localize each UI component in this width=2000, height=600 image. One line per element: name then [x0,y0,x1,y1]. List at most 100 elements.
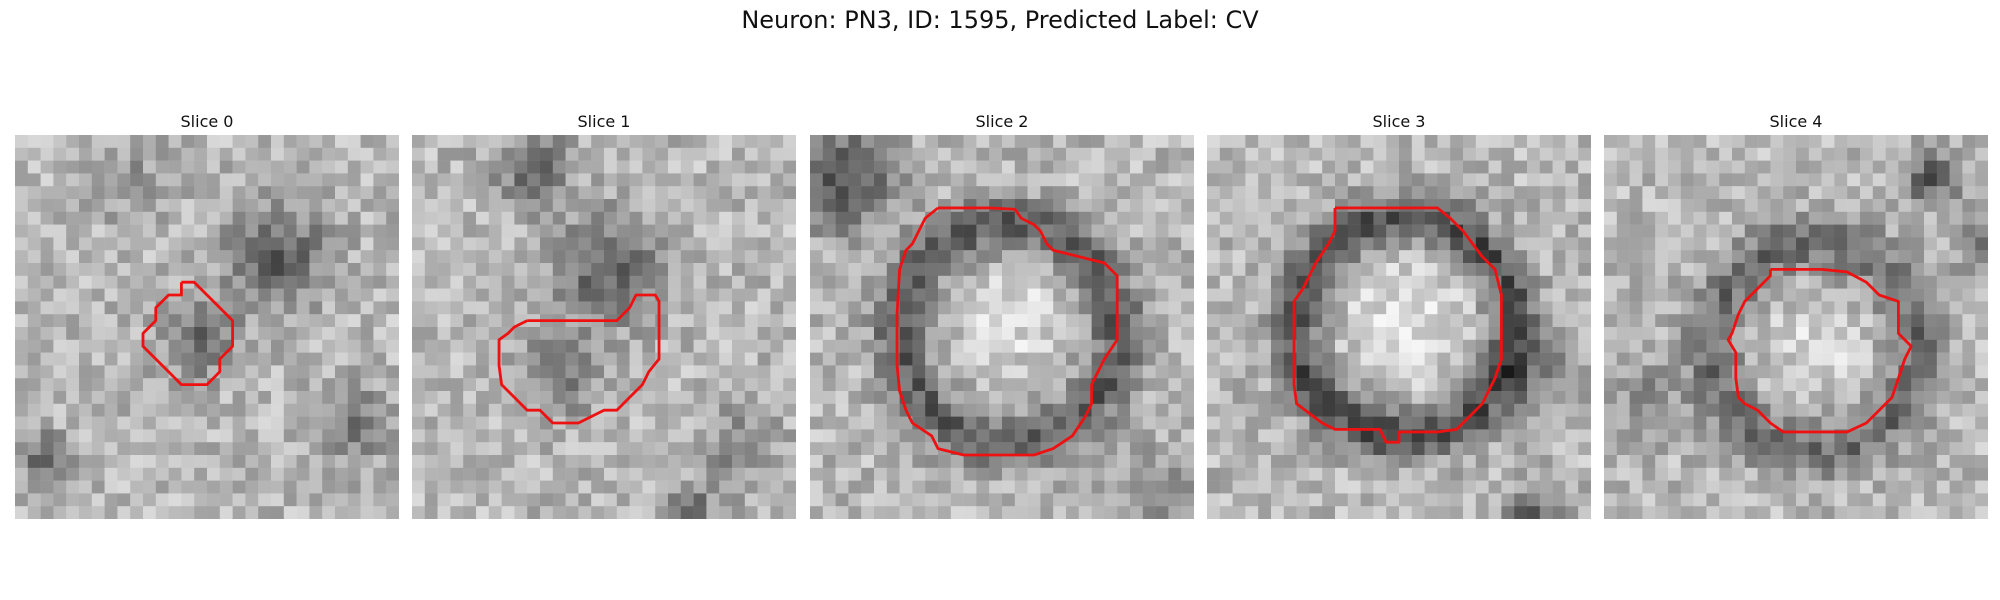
image-pixel [719,480,733,494]
image-pixel [347,211,361,225]
image-pixel [912,135,926,149]
image-pixel [1642,391,1656,405]
image-pixel [1027,467,1041,481]
image-pixel [27,365,41,379]
image-pixel [1104,442,1118,456]
image-pixel [1565,416,1579,430]
image-pixel [437,352,451,366]
image-pixel [1834,467,1848,481]
image-pixel [143,506,157,519]
image-pixel [1821,211,1835,225]
image-pixel [1475,506,1489,519]
image-pixel [861,442,875,456]
image-pixel [117,391,131,405]
image-pixel [1347,467,1361,481]
image-pixel [1437,352,1451,366]
image-pixel [1501,480,1515,494]
image-pixel [604,250,618,264]
image-pixel [565,147,579,161]
image-pixel [40,237,54,251]
image-pixel [258,224,272,238]
image-pixel [578,301,592,315]
image-pixel [219,173,233,187]
image-pixel [1245,135,1259,149]
image-pixel [1821,391,1835,405]
image-pixel [1488,493,1502,507]
slice-image-0 [15,135,399,519]
image-pixel [1629,211,1643,225]
image-pixel [1719,211,1733,225]
image-pixel [1808,467,1822,481]
image-pixel [1322,378,1336,392]
image-pixel [245,135,259,149]
image-pixel [1527,467,1541,481]
image-pixel [117,416,131,430]
image-pixel [155,224,169,238]
image-pixel [1245,211,1259,225]
image-pixel [693,429,707,443]
image-pixel [1488,442,1502,456]
image-pixel [168,263,182,277]
image-pixel [1616,199,1630,213]
image-pixel [40,147,54,161]
image-pixel [181,391,195,405]
image-pixel [1604,173,1618,187]
image-pixel [1219,467,1233,481]
image-pixel [938,186,952,200]
image-pixel [1552,275,1566,289]
image-pixel [693,339,707,353]
image-pixel [232,250,246,264]
image-pixel [963,275,977,289]
image-pixel [450,314,464,328]
image-pixel [347,301,361,315]
image-pixel [989,173,1003,187]
image-pixel [1744,224,1758,238]
image-pixel [245,224,259,238]
image-pixel [1040,339,1054,353]
image-pixel [91,467,105,481]
image-pixel [1539,263,1553,277]
image-pixel [1053,365,1067,379]
image-pixel [1911,301,1925,315]
image-pixel [783,403,796,417]
image-pixel [1258,339,1272,353]
image-pixel [1936,339,1950,353]
image-pixel [822,263,836,277]
image-pixel [245,301,259,315]
image-pixel [1808,250,1822,264]
image-pixel [181,506,195,519]
image-pixel [642,416,656,430]
image-pixel [130,211,144,225]
image-pixel [540,263,554,277]
image-pixel [450,211,464,225]
image-pixel [642,301,656,315]
image-pixel [706,467,720,481]
image-pixel [1936,288,1950,302]
image-pixel [27,467,41,481]
image-pixel [861,186,875,200]
image-pixel [591,275,605,289]
image-pixel [1578,467,1591,481]
image-pixel [1911,288,1925,302]
image-pixel [693,391,707,405]
image-pixel [1872,416,1886,430]
image-pixel [963,173,977,187]
image-pixel [1514,442,1528,456]
image-pixel [245,263,259,277]
image-pixel [15,250,29,264]
image-pixel [360,352,374,366]
image-pixel [604,147,618,161]
image-pixel [1232,160,1246,174]
image-pixel [347,314,361,328]
image-pixel [488,314,502,328]
image-pixel [540,135,554,149]
image-pixel [1552,263,1566,277]
image-pixel [1911,250,1925,264]
image-pixel [1898,391,1912,405]
image-pixel [1860,250,1874,264]
image-pixel [1936,480,1950,494]
image-pixel [963,429,977,443]
image-pixel [91,160,105,174]
image-pixel [1616,301,1630,315]
image-pixel [1744,352,1758,366]
